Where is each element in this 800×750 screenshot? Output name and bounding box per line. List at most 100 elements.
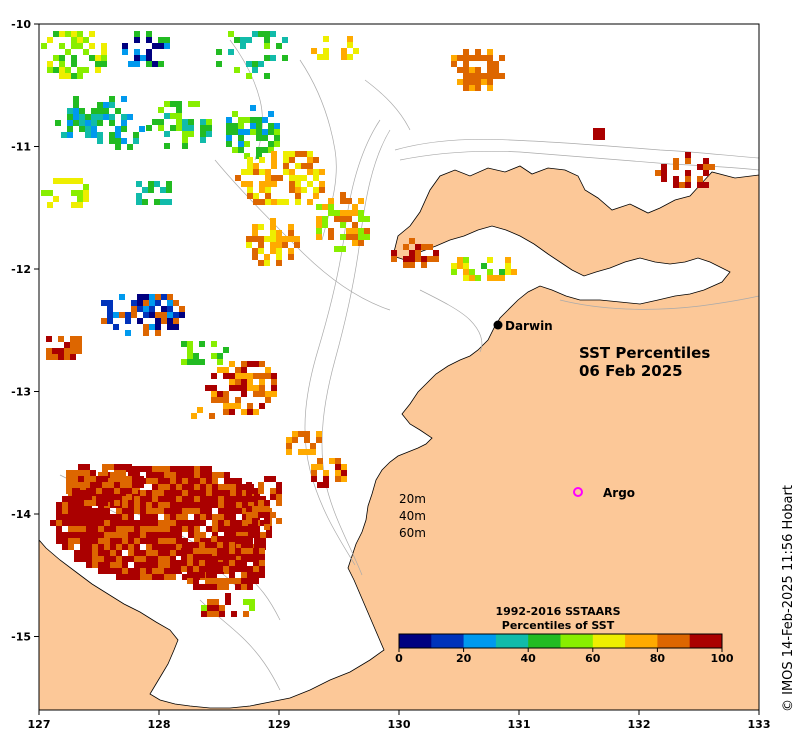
sst-pixel <box>247 554 253 560</box>
sst-pixel <box>131 300 137 306</box>
sst-pixel <box>101 49 107 55</box>
sst-pixel <box>340 216 346 222</box>
sst-pixel <box>158 496 164 502</box>
colorbar-title-line1: 1992-2016 SSTAARS <box>495 605 620 618</box>
sst-pixel <box>262 129 268 135</box>
sst-pixel <box>134 532 140 538</box>
sst-pixel <box>182 125 188 131</box>
sst-pixel <box>270 248 276 254</box>
sst-pixel <box>252 230 258 236</box>
sst-pixel <box>149 306 155 312</box>
sst-pixel <box>270 242 276 248</box>
sst-pixel <box>98 568 104 574</box>
sst-pixel <box>224 520 230 526</box>
sst-pixel <box>74 532 80 538</box>
sst-pixel <box>409 256 415 262</box>
sst-pixel <box>346 198 352 204</box>
sst-pixel <box>113 324 119 330</box>
sst-pixel <box>170 478 176 484</box>
sst-pixel <box>84 470 90 476</box>
sst-pixel <box>158 125 164 131</box>
sst-pixel <box>136 181 142 187</box>
sst-pixel <box>352 240 358 246</box>
sst-pixel <box>265 373 271 379</box>
sst-pixel <box>241 181 247 187</box>
sst-pixel <box>161 294 167 300</box>
sst-pixel <box>104 568 110 574</box>
sst-pixel <box>260 532 266 538</box>
sst-pixel <box>53 67 59 73</box>
sst-pixel <box>271 163 277 169</box>
sst-pixel <box>122 532 128 538</box>
sst-pixel <box>58 336 64 342</box>
sst-pixel <box>218 490 224 496</box>
sst-pixel <box>317 482 323 488</box>
sst-pixel <box>80 514 86 520</box>
sst-pixel <box>80 508 86 514</box>
colorbar-segment <box>528 634 561 648</box>
sst-pixel <box>64 348 70 354</box>
sst-pixel <box>194 466 200 472</box>
sst-pixel <box>253 193 259 199</box>
sst-pixel <box>463 55 469 61</box>
sst-pixel <box>241 373 247 379</box>
sst-pixel <box>120 482 126 488</box>
sst-pixel <box>248 526 254 532</box>
sst-pixel <box>242 526 248 532</box>
sst-pixel <box>194 101 200 107</box>
sst-pixel <box>252 518 258 524</box>
sst-pixel <box>128 61 134 67</box>
sst-pixel <box>134 568 140 574</box>
sst-pixel <box>161 306 167 312</box>
sst-pixel <box>102 500 108 506</box>
sst-pixel <box>92 514 98 520</box>
sst-pixel <box>193 584 199 590</box>
sst-pixel <box>173 318 179 324</box>
sst-pixel <box>134 49 140 55</box>
sst-pixel <box>132 488 138 494</box>
sst-pixel <box>264 43 270 49</box>
sst-pixel <box>158 61 164 67</box>
sst-pixel <box>122 49 128 55</box>
sst-pixel <box>264 37 270 43</box>
sst-pixel <box>73 96 79 102</box>
sst-pixel <box>62 538 68 544</box>
sst-pixel <box>206 478 212 484</box>
sst-pixel <box>236 508 242 514</box>
sst-pixel <box>173 300 179 306</box>
sst-pixel <box>307 151 313 157</box>
sst-pixel <box>158 490 164 496</box>
sst-pixel <box>176 514 182 520</box>
credit-text: © IMOS 14-Feb-2025 11:56 Hobart <box>781 485 796 712</box>
y-tick-label: -11 <box>11 141 31 154</box>
sst-pixel <box>86 520 92 526</box>
sst-pixel <box>155 300 161 306</box>
sst-pixel <box>164 568 170 574</box>
sst-pixel <box>176 125 182 131</box>
sst-pixel <box>182 502 188 508</box>
sst-pixel <box>47 37 53 43</box>
sst-pixel <box>74 526 80 532</box>
sst-pixel <box>235 367 241 373</box>
sst-pixel <box>152 43 158 49</box>
sst-pixel <box>128 514 134 520</box>
sst-pixel <box>65 67 71 73</box>
sst-pixel <box>146 532 152 538</box>
sst-pixel <box>56 538 62 544</box>
sst-pixel <box>61 132 67 138</box>
sst-pixel <box>259 554 265 560</box>
sst-pixel <box>346 228 352 234</box>
sst-pixel <box>108 482 114 488</box>
sst-pixel <box>164 143 170 149</box>
sst-pixel <box>59 178 65 184</box>
sst-pixel <box>170 508 176 514</box>
sst-pixel <box>66 470 72 476</box>
sst-pixel <box>262 147 268 153</box>
sst-pixel <box>207 611 213 617</box>
sst-pixel <box>254 544 260 550</box>
sst-pixel <box>193 554 199 560</box>
sst-pixel <box>67 126 73 132</box>
sst-pixel <box>238 117 244 123</box>
sst-pixel <box>152 496 158 502</box>
sst-pixel <box>259 391 265 397</box>
